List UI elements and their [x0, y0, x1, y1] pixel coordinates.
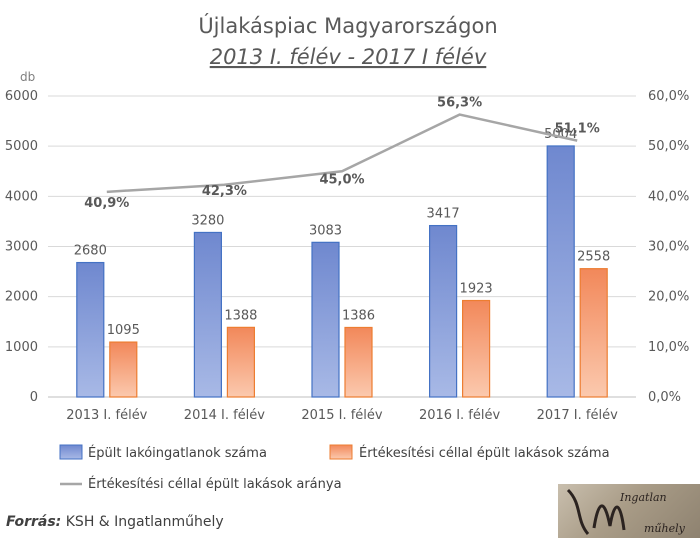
gridlines — [48, 95, 636, 398]
logo-text-top: Ingatlan — [619, 491, 667, 504]
logo-mark: Ingatlan műhely — [566, 488, 686, 535]
ratio-point-label: 51,1% — [555, 122, 600, 137]
bar-built — [193, 231, 222, 398]
y-tick-label: 4000 — [5, 189, 38, 204]
y-axis-unit-label: db — [20, 70, 35, 84]
bar-for-sale-label: 1923 — [460, 282, 493, 297]
y2-tick-label: 0,0% — [648, 390, 681, 405]
x-axis-ticks: 2013 I. félév 2014 I. félév 2015 I. félév 2… — [66, 408, 618, 423]
legend-label-built: Épült lakóingatlanok száma — [88, 445, 267, 461]
ratio-point-label: 56,3% — [437, 96, 482, 111]
y-tick-label: 2000 — [5, 290, 38, 305]
bar-for-sale-label: 1386 — [342, 308, 375, 323]
legend-swatch-built — [59, 444, 83, 460]
bar-built-label: 2680 — [74, 244, 107, 259]
bar-built — [429, 224, 458, 398]
x-tick-label: 2014 I. félév — [184, 408, 265, 423]
chart-subtitle: 2013 I. félév - 2017 I félév — [210, 45, 487, 69]
bar-built — [76, 261, 105, 398]
x-tick-label: 2016 I. félév — [419, 408, 500, 423]
x-tick-label: 2013 I. félév — [66, 408, 147, 423]
ratio-point-label: 42,3% — [202, 184, 247, 199]
ratio-point-label: 40,9% — [84, 196, 129, 211]
ratio-line-path — [106, 113, 578, 194]
bar-for-sale-label: 1388 — [224, 308, 257, 323]
legend: Épült lakóingatlanok száma Értékesítési c… — [59, 444, 610, 492]
x-tick-label: 2015 I. félév — [301, 408, 382, 423]
bar-for-sale — [226, 326, 255, 398]
y-tick-label: 3000 — [5, 240, 38, 255]
legend-label-for-sale: Értékesítési céllal épült lakások száma — [359, 445, 610, 461]
y2-tick-label: 40,0% — [648, 189, 689, 204]
logo: Ingatlan műhely — [558, 484, 700, 538]
y2-tick-label: 10,0% — [648, 340, 689, 355]
bar-built — [546, 145, 575, 398]
source-label: Forrás: — [6, 514, 62, 530]
y-axis-ticks: 0 1000 2000 3000 4000 5000 6000 — [5, 89, 38, 405]
bar-built-label: 3417 — [427, 207, 460, 222]
source-note: Forrás: KSH & Ingatlanműhely — [6, 514, 224, 530]
bar-built — [311, 241, 340, 398]
bar-for-sale — [579, 268, 608, 398]
legend-swatch-for-sale — [329, 444, 353, 460]
y2-tick-label: 30,0% — [648, 240, 689, 255]
ratio-line: 40,9% 42,3% 45,0% 56,3% 51,1% — [84, 96, 600, 211]
y-tick-label: 1000 — [5, 340, 38, 355]
x-tick-label: 2017 I. félév — [537, 408, 618, 423]
bar-for-sale — [462, 299, 491, 398]
y-tick-label: 5000 — [5, 139, 38, 154]
bar-for-sale-label: 1095 — [107, 323, 140, 338]
bar-built-label: 3280 — [191, 213, 224, 228]
bar-for-sale — [109, 341, 138, 398]
y-tick-label: 0 — [30, 390, 38, 405]
chart-title: Újlakáspiac Magyarországon — [198, 13, 497, 38]
bar-built-label: 3083 — [309, 223, 342, 238]
legend-label-ratio: Értékesítési céllal épült lakások aránya — [88, 476, 342, 492]
y2-tick-label: 60,0% — [648, 89, 689, 104]
y2-tick-label: 20,0% — [648, 290, 689, 305]
logo-text-bottom: műhely — [644, 522, 686, 535]
y2-axis-ticks: 0,0% 10,0% 20,0% 30,0% 40,0% 50,0% 60,0% — [648, 89, 689, 405]
ratio-point-label: 45,0% — [319, 172, 364, 187]
y-tick-label: 6000 — [5, 89, 38, 104]
bar-for-sale-label: 2558 — [577, 250, 610, 265]
y2-tick-label: 50,0% — [648, 139, 689, 154]
bar-for-sale — [344, 326, 373, 398]
source-text: KSH & Ingatlanműhely — [65, 514, 224, 530]
